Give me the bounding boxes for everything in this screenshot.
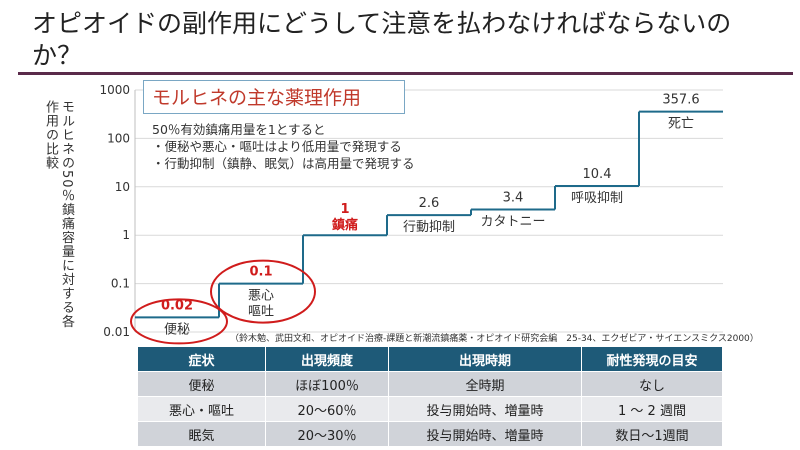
value-label: 2.6 — [419, 196, 440, 211]
table-cell: 20〜30％ — [265, 421, 389, 447]
table-cell: 悪心・嘔吐 — [137, 396, 266, 422]
table-cell: 投与開始時、増量時 — [388, 421, 582, 447]
y-axis-label: モルヒネの50％鎮痛容量に対する各作用の比較 — [43, 100, 74, 329]
point-label: 鎮痛 — [332, 217, 358, 233]
y-tick-label: 0.01 — [103, 325, 130, 339]
table-row: 悪心・嘔吐 20〜60％ 投与開始時、増量時 1 〜 2 週間 — [137, 396, 723, 422]
value-label: 357.6 — [662, 93, 699, 108]
table-row: 便秘 ほぼ100％ 全時期 なし — [137, 371, 723, 397]
point-label: 呼吸抑制 — [571, 191, 623, 206]
side-effects-table: 症状 出現頻度 出現時期 耐性発現の目安 便秘 ほぼ100％ 全時期 なし 悪心… — [137, 346, 723, 447]
chart-box-title: モルヒネの主な薬理作用 — [143, 80, 405, 114]
point-label: 悪心 — [248, 289, 274, 304]
table-cell: 投与開始時、増量時 — [388, 396, 582, 422]
point-label: 行動抑制 — [403, 220, 455, 235]
table-header: 出現時期 — [388, 346, 582, 372]
point-label: 死亡 — [668, 117, 694, 132]
table-cell: 1 〜 2 週間 — [581, 396, 723, 422]
note-line: ・行動抑制（鎮静、眠気）は高用量で発現する — [152, 156, 415, 171]
table-cell: なし — [581, 371, 723, 397]
table-cell: 全時期 — [388, 371, 582, 397]
table-header-row: 症状 出現頻度 出現時期 耐性発現の目安 — [137, 346, 723, 372]
y-tick-label: 10 — [115, 180, 130, 194]
table-header: 症状 — [137, 346, 266, 372]
note-line: 50％有効鎮痛用量を1とすると — [152, 122, 326, 137]
value-label: 0.1 — [249, 265, 272, 280]
y-tick-label: 0.1 — [111, 277, 130, 291]
notes-block: 50％有効鎮痛用量を1とすると ・便秘や悪心・嘔吐はより低用量で発現する ・行動… — [152, 121, 415, 172]
value-label: 1 — [340, 202, 349, 217]
value-label: 10.4 — [583, 167, 612, 182]
point-label: カタトニー — [480, 214, 545, 229]
table-cell: 数日〜1週間 — [581, 421, 723, 447]
point-label: 嘔吐 — [248, 305, 274, 320]
table-cell: 便秘 — [137, 371, 266, 397]
source-citation: （鈴木勉、武田文和、オピオイド治療-課題と新潮流鎮痛薬・オピオイド研究会編 25… — [230, 334, 759, 344]
highlight-ellipse — [210, 259, 316, 324]
table-cell: 20〜60％ — [265, 396, 389, 422]
y-tick-label: 100 — [107, 131, 130, 145]
table-cell: ほぼ100％ — [265, 371, 389, 397]
table-row: 眠気 20〜30％ 投与開始時、増量時 数日〜1週間 — [137, 421, 723, 447]
value-label: 3.4 — [503, 190, 524, 205]
highlight-ellipse — [130, 298, 228, 345]
value-label: 0.02 — [161, 298, 193, 313]
y-tick-label: 1 — [122, 228, 130, 242]
table-header: 耐性発現の目安 — [581, 346, 723, 372]
table-header: 出現頻度 — [265, 346, 389, 372]
note-line: ・便秘や悪心・嘔吐はより低用量で発現する — [152, 139, 402, 154]
y-tick-label: 1000 — [99, 83, 130, 97]
slide-title: オピオイドの副作用にどうして注意を払わなければならないのか？ — [32, 9, 732, 70]
title-divider — [18, 72, 793, 75]
point-label: 便秘 — [164, 322, 190, 337]
table-cell: 眠気 — [137, 421, 266, 447]
